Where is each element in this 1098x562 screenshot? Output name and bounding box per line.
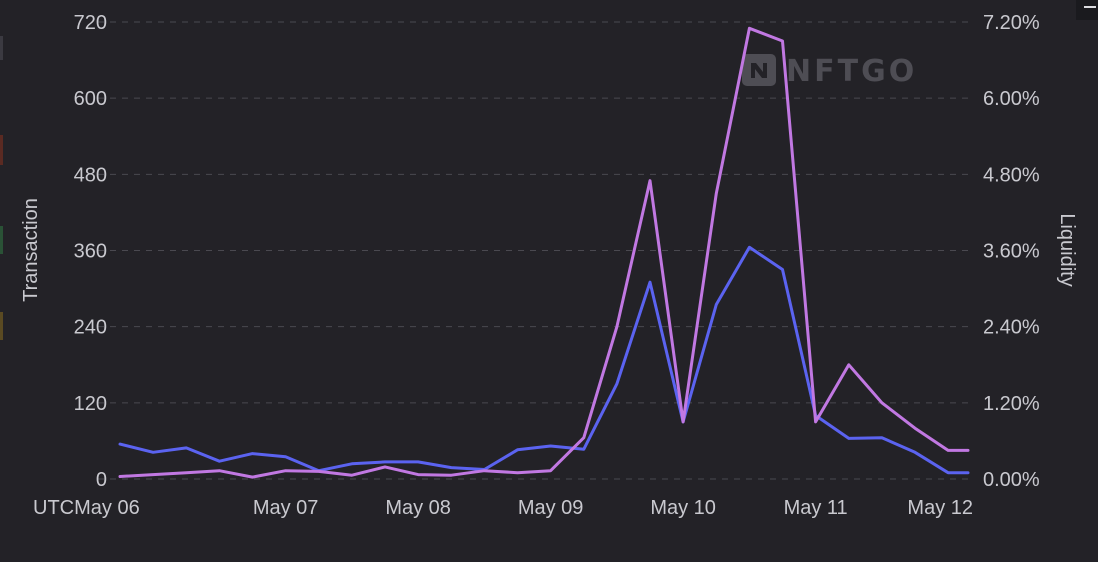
left-tick-label: 600 <box>74 88 107 110</box>
edge-accent <box>0 312 3 340</box>
left-tick-label: 720 <box>74 12 107 34</box>
right-tick-label: 2.40% <box>983 317 1040 339</box>
left-tick-label: 120 <box>74 393 107 415</box>
left-axis-ticks: 0 120 240 360 480 600 720 <box>74 12 107 491</box>
series-line-1[interactable] <box>118 245 970 475</box>
x-tick-label: May 10 <box>650 497 716 519</box>
x-tick-label: UTCMay 06 <box>33 497 140 519</box>
x-axis-ticks: UTCMay 06 May 07 May 08 May 09 May 10 May 11 M… <box>33 497 973 519</box>
watermark-text: NFTGO <box>786 54 917 89</box>
grid-lines <box>98 21 970 480</box>
x-tick-label: May 12 <box>907 497 973 519</box>
right-tick-label: 7.20% <box>983 12 1040 34</box>
x-tick-label: May 07 <box>253 497 319 519</box>
corner-panel <box>1076 0 1098 20</box>
x-tick-label: May 11 <box>784 497 848 519</box>
series-line-2[interactable] <box>118 26 970 479</box>
x-tick-label: May 09 <box>518 497 584 519</box>
right-tick-label: 3.60% <box>983 241 1040 263</box>
x-tick-label: May 08 <box>385 497 451 519</box>
left-axis-title: Transaction <box>20 198 42 302</box>
left-tick-label: 240 <box>74 317 107 339</box>
watermark: NFTGO <box>742 54 917 89</box>
left-tick-label: 360 <box>74 241 107 263</box>
right-tick-label: 4.80% <box>983 164 1040 186</box>
right-tick-label: 0.00% <box>983 469 1040 491</box>
logo-glyph <box>751 63 767 78</box>
right-tick-label: 1.20% <box>983 393 1040 415</box>
edge-accent <box>0 135 3 165</box>
series-lines <box>118 26 970 479</box>
edge-accent <box>0 226 3 254</box>
right-axis-ticks: 0.00% 1.20% 2.40% 3.60% 4.80% 6.00% 7.20% <box>983 12 1040 491</box>
right-axis-title: Liquidity <box>1056 213 1078 286</box>
left-tick-label: 480 <box>74 164 107 186</box>
edge-accent <box>0 36 3 60</box>
right-tick-label: 6.00% <box>983 88 1040 110</box>
left-tick-label: 0 <box>96 469 107 491</box>
